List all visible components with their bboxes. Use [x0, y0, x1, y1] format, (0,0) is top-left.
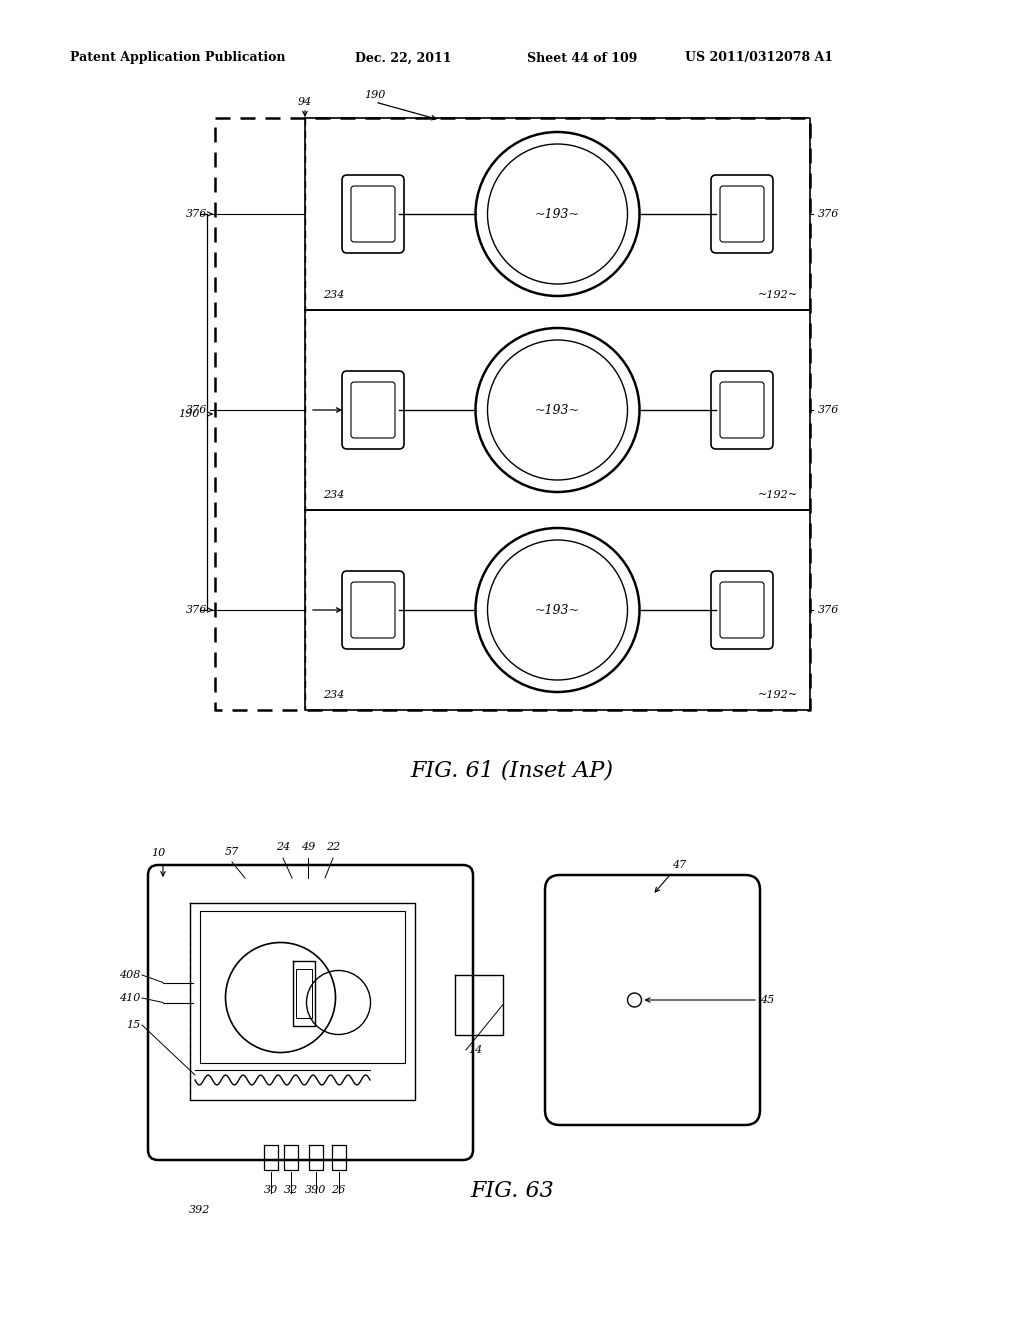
Text: Sheet 44 of 109: Sheet 44 of 109	[527, 51, 637, 65]
Text: 49: 49	[301, 842, 315, 851]
Text: 14: 14	[468, 1045, 482, 1055]
Text: ~193~: ~193~	[535, 207, 580, 220]
Text: 24: 24	[275, 842, 290, 851]
Text: FIG. 63: FIG. 63	[470, 1180, 554, 1203]
Text: 32: 32	[284, 1185, 298, 1195]
Text: 47: 47	[673, 861, 687, 870]
Text: ~192~: ~192~	[758, 290, 798, 300]
Text: 376: 376	[818, 605, 840, 615]
Text: 376: 376	[818, 405, 840, 414]
Text: Patent Application Publication: Patent Application Publication	[70, 51, 286, 65]
Text: ~192~: ~192~	[758, 690, 798, 700]
Text: 22: 22	[326, 842, 340, 851]
Text: 376: 376	[185, 209, 207, 219]
Text: 26: 26	[332, 1185, 346, 1195]
Text: 390: 390	[305, 1185, 327, 1195]
Text: ~193~: ~193~	[535, 603, 580, 616]
Text: 392: 392	[189, 1205, 211, 1214]
Text: ~193~: ~193~	[535, 404, 580, 417]
Text: 234: 234	[323, 490, 344, 500]
Text: 410: 410	[119, 993, 140, 1003]
Text: ~192~: ~192~	[758, 490, 798, 500]
Text: 94: 94	[298, 96, 312, 107]
Text: FIG. 61 (Inset AP): FIG. 61 (Inset AP)	[411, 760, 613, 781]
Text: 57: 57	[225, 847, 240, 857]
Text: Dec. 22, 2011: Dec. 22, 2011	[355, 51, 452, 65]
Text: 30: 30	[263, 1185, 278, 1195]
Text: 190: 190	[178, 409, 200, 418]
Text: 376: 376	[818, 209, 840, 219]
Text: 45: 45	[760, 995, 774, 1005]
Text: 376: 376	[185, 605, 207, 615]
Text: 234: 234	[323, 290, 344, 300]
Text: 376: 376	[185, 405, 207, 414]
Text: 234: 234	[323, 690, 344, 700]
Text: 190: 190	[365, 90, 386, 100]
Text: 15: 15	[126, 1020, 140, 1030]
Text: US 2011/0312078 A1: US 2011/0312078 A1	[685, 51, 833, 65]
Text: 408: 408	[119, 970, 140, 979]
Text: 10: 10	[151, 847, 165, 858]
